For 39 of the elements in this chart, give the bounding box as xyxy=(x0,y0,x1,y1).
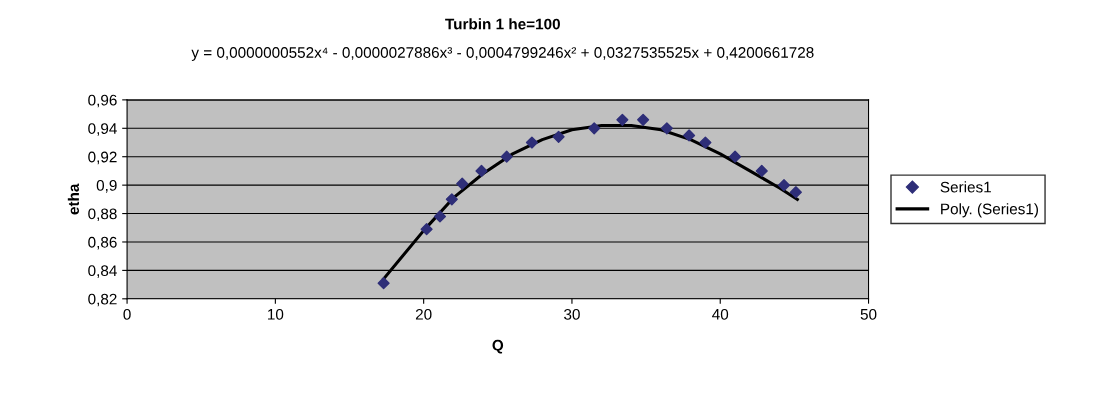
point xyxy=(552,130,565,143)
x-tick-label: 20 xyxy=(415,308,432,320)
legend-label: Poly. (Series1) xyxy=(941,203,1038,218)
legend-label: Series1 xyxy=(940,181,991,193)
y-tick-label: 0,88 xyxy=(88,208,117,222)
point xyxy=(433,210,447,223)
point xyxy=(588,122,601,135)
x-tick-label: 40 xyxy=(712,308,729,320)
y-tick-label: 0,86 xyxy=(88,236,117,250)
y-tick-label: 0,92 xyxy=(88,151,117,165)
x-tick-label: 50 xyxy=(860,308,877,320)
x-tick-label: 30 xyxy=(564,308,580,320)
chart-title: Turbin 1 he=100 xyxy=(445,18,560,30)
point xyxy=(475,164,488,178)
point xyxy=(500,150,513,163)
point xyxy=(616,113,629,126)
y-tick-label: 0,82 xyxy=(88,293,117,307)
x-tick-label: 0 xyxy=(123,308,131,320)
y-tick-label: 0,84 xyxy=(88,265,117,278)
point xyxy=(445,193,458,206)
point xyxy=(525,136,538,149)
y-axis-title: etha xyxy=(67,183,80,215)
point xyxy=(755,164,768,178)
y-tick-label: 0,9 xyxy=(96,180,117,193)
point xyxy=(637,113,650,126)
point xyxy=(699,136,712,149)
point xyxy=(777,179,791,192)
point xyxy=(683,129,696,142)
point xyxy=(660,122,673,135)
point xyxy=(377,277,390,290)
x-tick-label: 10 xyxy=(268,308,284,320)
y-tick-label: 0,94 xyxy=(88,123,117,136)
point xyxy=(789,186,802,199)
point xyxy=(456,177,469,190)
text: y = 0,0000000552x⁴ - 0,0000027886x³ - 0,0004799246x² + 0,0327535525x + 0,4200661728 xyxy=(191,47,814,61)
x-axis-title: Q xyxy=(492,339,504,354)
point xyxy=(420,223,433,236)
point xyxy=(728,150,742,163)
y-tick-label: 0,96 xyxy=(88,94,117,108)
